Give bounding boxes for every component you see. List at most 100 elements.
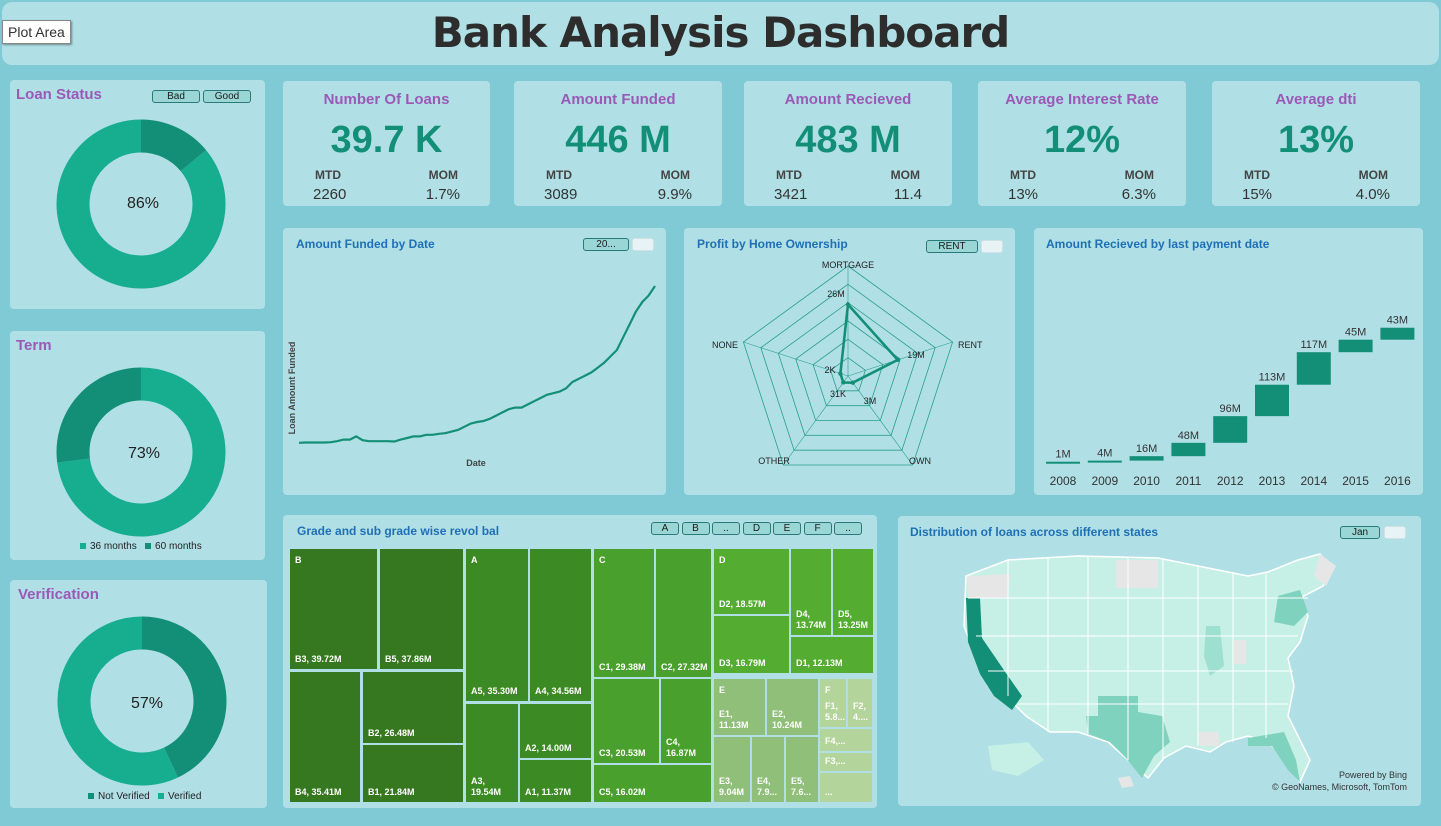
slicer-rent[interactable]: RENT <box>926 240 978 253</box>
treemap-cell[interactable]: E5, 7.6... <box>785 736 819 803</box>
donut-slice[interactable] <box>57 616 178 786</box>
treemap-slicer[interactable]: D <box>742 522 771 535</box>
treemap-cell-label: F3,... <box>825 756 846 766</box>
treemap-cell[interactable]: A2, 14.00M <box>519 703 592 759</box>
state-new-york[interactable] <box>1274 590 1308 626</box>
treemap-cell[interactable]: B B3, 39.72M <box>289 548 378 670</box>
home-ownership-title: Profit by Home Ownership <box>697 237 848 251</box>
radar-point[interactable] <box>841 380 846 385</box>
donut-slice[interactable] <box>56 119 226 289</box>
waterfall-bar[interactable] <box>1171 442 1206 457</box>
treemap-cell[interactable]: F2, 4.... <box>847 678 873 728</box>
waterfall-bar[interactable] <box>1255 384 1289 417</box>
kpi-mtd-value: 2260 <box>313 186 347 203</box>
treemap-cell[interactable]: D4, 13.74M <box>790 548 832 636</box>
kpi-mtd-value: 13% <box>1008 186 1039 203</box>
radar-series[interactable] <box>839 301 900 385</box>
slicer-year[interactable]: 20... <box>583 238 629 251</box>
radar-point[interactable] <box>838 371 843 376</box>
state-north-dakota[interactable] <box>1116 560 1158 588</box>
radar-ring <box>760 283 936 451</box>
state-alaska[interactable] <box>988 742 1044 776</box>
kpi-value: 13% <box>1277 119 1355 161</box>
treemap-cell[interactable]: A4, 34.56M <box>529 548 592 702</box>
verification-panel: Verification 57% Not Verified Verified <box>10 580 267 808</box>
treemap-cell[interactable]: D3, 16.79M <box>713 615 790 674</box>
slicer-good[interactable]: Good <box>203 90 251 103</box>
treemap-cell[interactable]: E4, 7.9... <box>751 736 785 803</box>
treemap-slicer[interactable]: B <box>681 522 710 535</box>
state-illinois[interactable] <box>1204 626 1224 676</box>
state-florida[interactable] <box>1248 732 1300 782</box>
slicer-bad[interactable]: Bad <box>152 90 200 103</box>
donut-slice[interactable] <box>141 616 227 778</box>
slicer-blank-3[interactable] <box>1384 526 1406 539</box>
radar-value-label: 3M <box>864 396 877 406</box>
treemap-cell-label: B2, 26.48M <box>368 728 415 738</box>
treemap-slicer[interactable]: E <box>773 522 801 535</box>
treemap-cell[interactable]: B5, 37.86M <box>379 548 464 670</box>
treemap-cell[interactable]: C2, 27.32M <box>655 548 712 678</box>
kpi-mtd-value: 3089 <box>544 186 578 203</box>
state-kentucky-area[interactable] <box>1234 640 1246 664</box>
state-hawaii[interactable] <box>1118 776 1134 788</box>
treemap-cell[interactable]: D1, 12.13M <box>790 636 874 674</box>
radar-point[interactable] <box>845 302 851 307</box>
treemap-cell[interactable]: B1, 21.84M <box>362 744 464 803</box>
treemap-cell[interactable]: C4, 16.87M <box>660 678 712 764</box>
waterfall-bar[interactable] <box>1129 456 1164 461</box>
state-louisiana-area[interactable] <box>1198 732 1220 746</box>
donut-slice[interactable] <box>56 367 142 463</box>
treemap-cell[interactable]: E3, 9.04M <box>713 736 751 803</box>
treemap-cell[interactable]: E E1, 11.13M <box>713 678 766 736</box>
slicer-blank-2[interactable] <box>981 240 1003 253</box>
treemap-cell[interactable]: D D2, 18.57M <box>713 548 790 615</box>
state-oregon[interactable] <box>968 574 1010 598</box>
kpi-mom-label: MOM <box>428 168 458 182</box>
treemap-cell[interactable]: F3,... <box>819 752 873 772</box>
treemap-cell[interactable]: A1, 11.37M <box>519 759 592 803</box>
waterfall-bar[interactable] <box>1046 461 1080 464</box>
treemap-cell-label: A4, 34.56M <box>535 686 582 696</box>
treemap-cell[interactable]: F4,... <box>819 728 873 752</box>
treemap-cell[interactable]: C C1, 29.38M <box>593 548 655 678</box>
treemap-cell[interactable]: A A5, 35.30M <box>465 548 529 702</box>
treemap-cell[interactable]: D5, 13.25M <box>832 548 874 636</box>
kpi-card: Amount Funded 446 M MTD MOM 3089 9.9% <box>514 81 722 206</box>
treemap-cell-label: E3, 9.04M <box>719 776 745 797</box>
treemap-cell[interactable]: F F1, 5.8... <box>819 678 847 728</box>
treemap-slicer[interactable]: .. <box>834 522 862 535</box>
treemap-cell[interactable]: C3, 20.53M <box>593 678 660 764</box>
treemap-cell-label: F1, 5.8... <box>825 701 846 722</box>
treemap-cell-label: E1, 11.13M <box>719 709 749 730</box>
slicer-month[interactable]: Jan <box>1340 526 1380 539</box>
kpi-mtd-label: MTD <box>776 168 802 182</box>
donut-slice[interactable] <box>57 367 226 537</box>
treemap-cell[interactable]: ... <box>819 772 873 803</box>
kpi-mtd-label: MTD <box>1244 168 1270 182</box>
waterfall-bar[interactable] <box>1296 352 1331 385</box>
waterfall-bar[interactable] <box>1087 460 1122 463</box>
treemap-slicer[interactable]: .. <box>712 522 740 535</box>
us-states-map[interactable] <box>948 546 1368 796</box>
treemap-cell[interactable]: B4, 35.41M <box>289 671 361 803</box>
radar-point[interactable] <box>895 357 900 363</box>
waterfall-bar[interactable] <box>1213 416 1248 443</box>
legend-not-verified: Not Verified <box>98 791 150 802</box>
treemap-slicer[interactable]: F <box>803 522 832 535</box>
waterfall-bar[interactable] <box>1338 339 1373 353</box>
term-legend: 36 months 60 months <box>80 541 202 552</box>
slicer-blank[interactable] <box>632 238 654 251</box>
treemap-cell[interactable]: C5, 16.02M <box>593 764 712 803</box>
treemap-slicer[interactable]: A <box>651 522 679 535</box>
radar-point[interactable] <box>850 380 856 385</box>
loan-status-percent: 86% <box>127 195 160 212</box>
treemap-cell[interactable]: A3, 19.54M <box>465 703 519 803</box>
treemap-cell[interactable]: E2, 10.24M <box>766 678 819 736</box>
donut-slice[interactable] <box>140 119 207 172</box>
waterfall-bar[interactable] <box>1380 327 1415 340</box>
treemap-cell[interactable]: B2, 26.48M <box>362 671 464 744</box>
state-maine[interactable] <box>1314 554 1336 586</box>
waterfall-value-label: 96M <box>1219 403 1240 415</box>
treemap-cell-label: A3, 19.54M <box>471 776 502 797</box>
